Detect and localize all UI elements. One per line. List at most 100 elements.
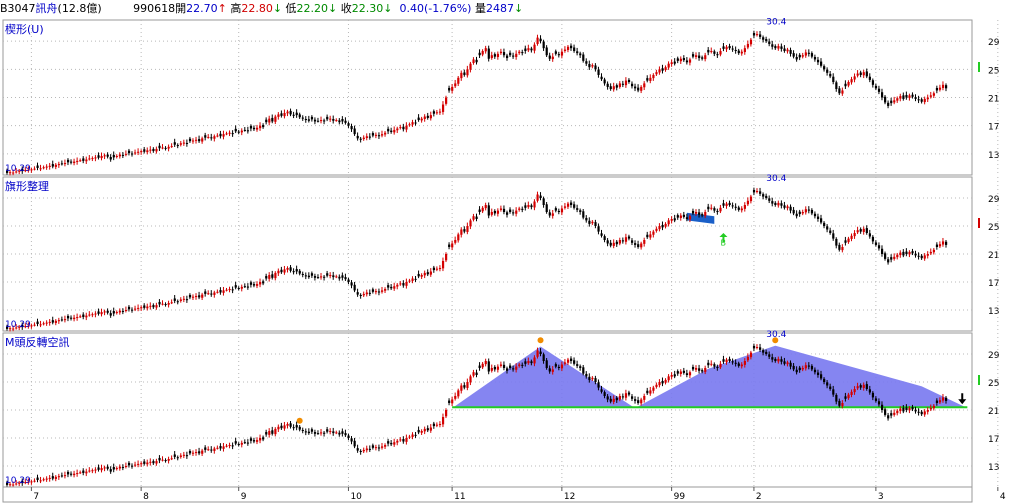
candle-body <box>134 152 137 154</box>
candle-body <box>868 389 871 393</box>
pivot-marker <box>537 337 544 344</box>
candle-body <box>298 426 301 430</box>
candle-body <box>649 77 652 81</box>
candle-body <box>353 128 356 135</box>
candle-body <box>384 132 387 135</box>
candle-body <box>143 305 146 308</box>
candle-body <box>103 467 106 469</box>
candle-body <box>713 51 716 54</box>
candle-body <box>838 88 841 94</box>
candle-body <box>341 118 344 122</box>
candle-body <box>246 286 250 288</box>
candle-body <box>350 126 353 130</box>
candle-body <box>832 389 835 395</box>
candle-body <box>12 172 15 174</box>
candle-body <box>146 150 149 153</box>
candle-body <box>12 484 15 486</box>
candle-body <box>496 366 500 370</box>
candle-body <box>121 154 125 156</box>
candle-body <box>130 309 134 311</box>
candle-body <box>847 394 850 399</box>
candle-body <box>210 137 213 139</box>
candle-body <box>405 125 408 130</box>
candle-body <box>207 293 210 295</box>
candle-body <box>713 208 716 211</box>
candle-body <box>460 229 463 235</box>
candle-body <box>70 317 73 319</box>
candle-body <box>902 251 905 256</box>
candle-body <box>384 445 387 447</box>
candle-body <box>774 358 777 361</box>
y-tick-label: 21 <box>988 251 999 261</box>
candles <box>6 30 948 176</box>
candle-body <box>588 376 591 380</box>
candle-body <box>640 243 643 248</box>
candle-body <box>316 277 320 279</box>
candle-body <box>655 72 658 75</box>
candle-body <box>621 240 625 242</box>
y-tick-label: 29 <box>988 195 1000 205</box>
candle-body <box>780 359 783 362</box>
candle-body <box>432 423 436 427</box>
candle-body <box>542 41 545 49</box>
candle-body <box>920 411 923 415</box>
candle-body <box>673 61 676 64</box>
candle-body <box>76 317 79 319</box>
candle-body <box>51 164 54 167</box>
candle-body <box>167 146 170 149</box>
candle-body <box>823 222 826 226</box>
candle-body <box>685 60 689 63</box>
candle-body <box>301 273 304 275</box>
candle-body <box>335 120 338 122</box>
candle-body <box>783 48 786 51</box>
candle-body <box>359 138 362 140</box>
candle-body <box>228 289 231 291</box>
candle-body <box>679 215 682 218</box>
candle-body <box>274 116 277 122</box>
candle-body <box>289 110 292 115</box>
y-tick-label: 17 <box>988 123 999 133</box>
candle-body <box>18 482 21 484</box>
candle-body <box>243 129 246 131</box>
candle-body <box>118 466 122 469</box>
candle-body <box>268 118 271 123</box>
candle-body <box>387 285 390 288</box>
candle-body <box>445 254 448 261</box>
candle-body <box>667 376 670 381</box>
candle-body <box>191 296 195 298</box>
y-tick-label: 17 <box>988 279 999 289</box>
candle-body <box>70 473 73 475</box>
candle-body <box>871 236 875 242</box>
candle-body <box>911 251 914 254</box>
candle-body <box>210 449 213 451</box>
candle-body <box>243 442 246 444</box>
candle-body <box>338 276 341 279</box>
candle-body <box>478 52 481 56</box>
candle-body <box>752 33 756 36</box>
candle-body <box>597 382 600 388</box>
candle-body <box>304 275 307 277</box>
candle-body <box>246 442 250 444</box>
m-top-pattern <box>449 344 968 409</box>
candle-body <box>15 483 18 485</box>
candle-body <box>18 170 21 172</box>
candle-body <box>475 59 478 63</box>
candle-body <box>341 275 344 278</box>
candle-body <box>874 242 878 245</box>
candle-body <box>155 461 158 464</box>
candle-body <box>792 365 795 370</box>
candle-body <box>908 95 911 98</box>
candle-body <box>42 323 45 325</box>
x-tick-label: 7 <box>33 492 39 502</box>
candle-body <box>759 191 762 194</box>
candle-body <box>94 469 97 471</box>
candle-body <box>777 46 780 49</box>
candle-body <box>902 407 905 412</box>
candle-body <box>816 216 820 219</box>
candle-body <box>722 46 725 49</box>
candle-body <box>329 275 332 277</box>
candle-body <box>908 407 911 411</box>
candle-body <box>414 434 417 436</box>
candle-body <box>609 86 612 90</box>
candle-body <box>676 58 679 61</box>
